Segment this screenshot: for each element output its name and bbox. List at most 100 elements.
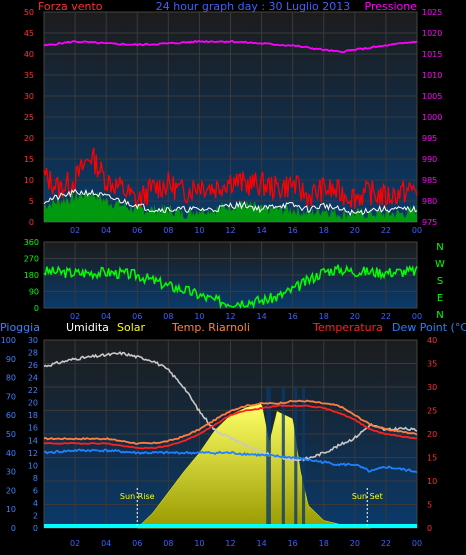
wind-y-tick: 20 [24,134,34,143]
pressure-y-tick: 985 [422,176,437,185]
humidity-label: Umidita [66,321,109,334]
rain-y-tick: 28 [28,349,38,358]
x-tick: 20 [350,539,360,548]
wind-speed-line [43,188,418,217]
x-tick: 12 [225,226,235,235]
rain-label: Pioggia [0,321,40,334]
rain-y-tick: 2 [33,511,38,520]
heat-index-label: Temp. Riarnoli [171,321,250,334]
x-tick: 22 [381,312,391,321]
rain-y-tick: 10 [28,461,38,470]
temperature-y-tick: 40 [427,336,437,345]
x-tick: 10 [194,226,204,235]
rain-y-tick: 12 [28,449,38,458]
compass-letter: W [435,259,445,270]
x-tick: 22 [381,226,391,235]
wind-direction-line [43,264,418,310]
x-tick: 16 [288,312,298,321]
wind-y-tick: 10 [24,176,34,185]
x-tick: 12 [225,312,235,321]
x-tick: 16 [288,226,298,235]
temperature-y-tick: 10 [427,477,437,486]
wind-y-tick: 5 [29,197,34,206]
wind-y-tick: 0 [29,218,34,227]
x-tick: 06 [132,312,142,321]
rain-bar [44,524,417,528]
wind-y-tick: 15 [24,155,34,164]
pressure-y-tick: 1020 [422,29,442,38]
x-tick: 14 [256,312,266,321]
x-tick: 16 [288,539,298,548]
x-tick: 04 [101,312,111,321]
x-tick: 04 [101,226,111,235]
x-tick: 22 [381,539,391,548]
direction-y-tick: 0 [34,304,39,313]
x-tick: 18 [319,226,329,235]
pressure-y-tick: 980 [422,197,437,206]
temperature-y-tick: 35 [427,360,437,369]
humidity-y-tick: 80 [6,374,16,383]
x-tick: 02 [70,226,80,235]
wind-y-tick: 35 [24,71,34,80]
wind-y-tick: 30 [24,92,34,101]
rain-y-tick: 0 [33,524,38,533]
pressure-axis-title: Pressione [365,0,418,13]
temperature-y-tick: 30 [427,383,437,392]
solar-dip [266,387,271,528]
temperature-line [43,404,418,450]
wind-axis-title: Forza vento [38,0,103,13]
compass-letter: N [436,242,443,253]
humidity-y-tick: 30 [6,468,16,477]
dew-point-line [43,448,418,474]
x-tick: 18 [319,312,329,321]
x-tick: 14 [256,226,266,235]
pressure-line [43,39,418,54]
humidity-y-tick: 0 [11,524,16,533]
x-tick: 06 [132,226,142,235]
temperature-y-tick: 5 [427,501,432,510]
wind-gust-line [43,147,418,209]
humidity-y-tick: 70 [6,392,16,401]
pressure-y-tick: 975 [422,218,437,227]
sunrise-label: Sun Rise [120,492,155,501]
direction-y-tick: 180 [24,271,39,280]
compass-letter: N [436,310,443,321]
direction-y-tick: 270 [24,255,39,264]
x-tick: 02 [70,312,80,321]
solar-label: Solar [117,321,146,334]
x-tick: 20 [350,312,360,321]
x-tick: 06 [132,539,142,548]
x-tick: 04 [101,539,111,548]
temperature-y-tick: 25 [427,407,437,416]
pressure-y-tick: 990 [422,155,437,164]
sunset-label: Sun Set [352,492,383,501]
wind-y-tick: 40 [24,50,34,59]
rain-y-tick: 4 [33,499,38,508]
compass-letter: E [437,293,443,304]
dew-point-label: Dew Point (°C) [392,321,466,334]
heat-index-line [43,399,418,445]
x-tick: 12 [225,539,235,548]
humidity-y-tick: 50 [6,430,16,439]
temperature-label: Temperatura [312,321,383,334]
x-tick: 14 [256,539,266,548]
x-tick: 08 [163,539,173,548]
humidity-y-tick: 100 [1,336,16,345]
humidity-y-tick: 60 [6,411,16,420]
humidity-y-tick: 90 [6,355,16,364]
pressure-y-tick: 1010 [422,71,442,80]
x-tick: 08 [163,226,173,235]
direction-y-tick: 360 [24,238,39,247]
pressure-y-tick: 1000 [422,113,442,122]
chart-title: 24 hour graph day : 30 Luglio 2013 [156,0,351,13]
x-tick: 02 [70,539,80,548]
x-tick: 08 [163,312,173,321]
rain-y-tick: 26 [28,361,38,370]
wind-y-tick: 45 [24,29,34,38]
rain-y-tick: 16 [28,424,38,433]
rain-y-tick: 8 [33,474,38,483]
x-tick: 00 [412,312,422,321]
x-tick: 20 [350,226,360,235]
